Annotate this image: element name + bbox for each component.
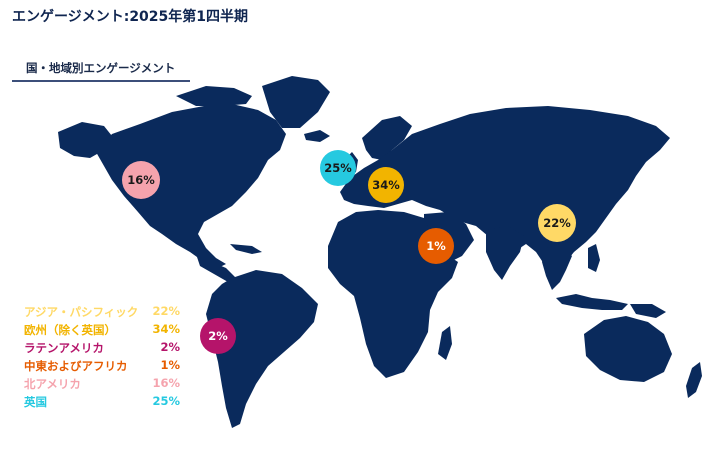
landmass-india — [486, 226, 524, 280]
landmass-japan — [604, 176, 624, 208]
page-title: エンゲージメント:2025年第1四半期 — [12, 9, 249, 25]
landmass-iceland — [304, 130, 330, 142]
legend-label: 欧州（除く英国） — [24, 323, 116, 337]
marker-middle-east-africa[interactable]: 1% — [418, 228, 454, 264]
marker-asia-pacific-value: 22% — [543, 216, 571, 230]
landmass-scandinavia — [362, 116, 412, 160]
marker-north-america-value: 16% — [127, 173, 155, 187]
marker-europe-value: 34% — [372, 178, 400, 192]
legend-value: 25% — [152, 394, 180, 408]
landmass-south-america — [206, 270, 318, 428]
legend-value: 34% — [152, 322, 180, 336]
landmass-indonesia — [556, 294, 628, 310]
section-tab-label: 国・地域別エンゲージメント — [26, 61, 176, 75]
legend-item-north-america[interactable]: 北アメリカ 16% — [24, 375, 184, 393]
legend-item-asia-pacific[interactable]: アジア・パシフィック 22% — [24, 303, 184, 321]
legend-label: アジア・パシフィック — [24, 305, 139, 319]
marker-middle-east-africa-value: 1% — [426, 239, 446, 253]
marker-asia-pacific[interactable]: 22% — [538, 204, 576, 242]
landmass-australia — [584, 316, 672, 382]
legend-value: 2% — [160, 340, 180, 354]
legend-label: 英国 — [24, 395, 47, 409]
landmass-greenland — [262, 76, 330, 128]
section-tab-region[interactable]: 国・地域別エンゲージメント — [12, 56, 190, 82]
landmass-madagascar — [438, 326, 452, 360]
legend-label: 中東およびアフリカ — [24, 359, 128, 373]
landmass-kamchatka — [636, 140, 652, 164]
landmass-north-america — [96, 104, 286, 268]
landmass-southeast-asia — [542, 244, 572, 290]
legend-value: 1% — [160, 358, 180, 372]
legend-item-middle-east-africa[interactable]: 中東およびアフリカ 1% — [24, 357, 184, 375]
marker-latin-america[interactable]: 2% — [200, 318, 236, 354]
legend-label: 北アメリカ — [24, 377, 81, 391]
landmass-arctic-islands — [176, 86, 252, 106]
marker-latin-america-value: 2% — [208, 329, 228, 343]
marker-uk[interactable]: 25% — [320, 150, 356, 186]
legend-item-europe[interactable]: 欧州（除く英国） 34% — [24, 321, 184, 339]
marker-north-america[interactable]: 16% — [122, 161, 160, 199]
landmass-eurasia — [340, 106, 670, 272]
landmass-philippines — [588, 244, 600, 272]
landmass-caribbean — [230, 244, 262, 254]
landmass-new-guinea — [630, 304, 666, 318]
landmass-alaska — [58, 122, 112, 158]
legend: アジア・パシフィック 22% 欧州（除く英国） 34% ラテンアメリカ 2% 中… — [24, 303, 184, 411]
marker-europe[interactable]: 34% — [368, 167, 404, 203]
legend-label: ラテンアメリカ — [24, 341, 104, 355]
legend-item-latin-america[interactable]: ラテンアメリカ 2% — [24, 339, 184, 357]
legend-item-uk[interactable]: 英国 25% — [24, 393, 184, 411]
legend-value: 16% — [152, 376, 180, 390]
legend-value: 22% — [152, 304, 180, 318]
marker-uk-value: 25% — [324, 161, 352, 175]
landmass-new-zealand — [686, 362, 702, 398]
